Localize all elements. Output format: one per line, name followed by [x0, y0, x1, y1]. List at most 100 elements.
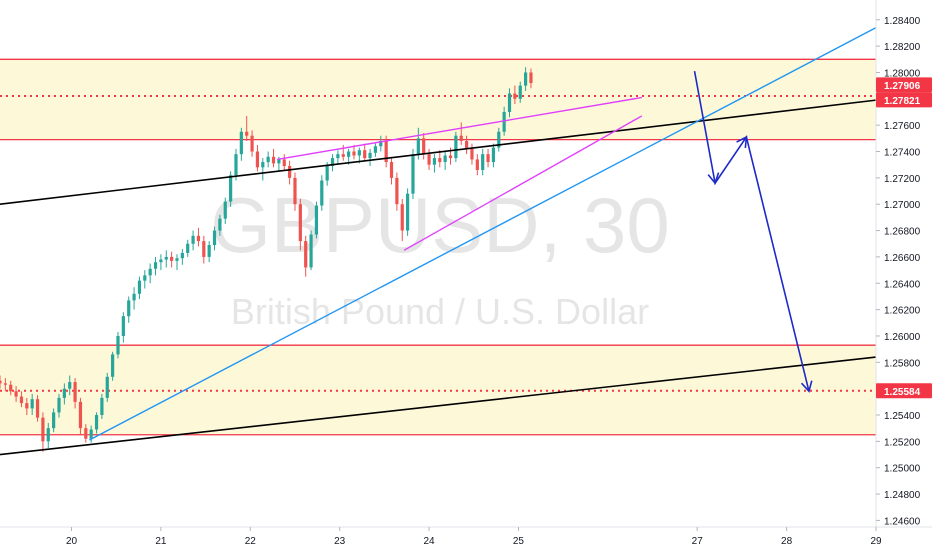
- price-label-box: [876, 383, 932, 399]
- candle-body: [486, 154, 490, 163]
- candle-body: [330, 158, 335, 167]
- price-tick-label: 1.26000: [884, 332, 921, 343]
- candle-body: [73, 382, 77, 402]
- candle-body: [481, 154, 485, 170]
- candle-body: [170, 256, 174, 261]
- candle-body: [454, 135, 458, 159]
- trend-line-1[interactable]: [0, 356, 877, 456]
- watermark-description: British Pound / U.S. Dollar: [231, 291, 649, 332]
- time-tick-label: 27: [692, 536, 704, 547]
- projection-arrowhead: [800, 380, 813, 393]
- trend-line-3[interactable]: [276, 96, 642, 161]
- candle-body: [427, 154, 431, 165]
- price-tick-label: 1.25000: [884, 464, 921, 475]
- candle-body: [411, 154, 415, 194]
- candle-body: [406, 193, 410, 231]
- candle-body: [41, 417, 45, 442]
- candle-body: [153, 262, 158, 269]
- candle-body: [524, 72, 528, 86]
- candle-body: [438, 158, 442, 163]
- candle-body: [68, 382, 72, 389]
- candle-body: [218, 218, 222, 231]
- watermark-symbol: GBPUSD, 30: [210, 181, 670, 269]
- candle-body: [518, 85, 522, 99]
- candle-body: [3, 383, 7, 385]
- time-tick-label: 29: [870, 536, 882, 547]
- candle-body: [35, 399, 40, 418]
- candle-body: [164, 256, 168, 260]
- candle-body: [159, 259, 163, 263]
- candle-body: [325, 166, 329, 181]
- candle-body: [14, 391, 18, 397]
- candle-body: [121, 316, 125, 336]
- candle-body: [529, 72, 533, 84]
- candle-body: [239, 131, 243, 155]
- price-tick-label: 1.24600: [884, 516, 921, 527]
- time-tick-label: 25: [513, 536, 525, 547]
- price-axis[interactable]: 1.28400 1.28200 1.28000 1.27600 1.27400 1.272…: [876, 16, 921, 528]
- time-tick-label: 20: [66, 536, 78, 547]
- candle-body: [293, 177, 297, 205]
- trend-lines[interactable]: [0, 27, 877, 456]
- trend-line-2[interactable]: [89, 27, 877, 441]
- candle-body: [502, 111, 506, 132]
- candle-body: [180, 252, 184, 259]
- price-tick-label: 1.27400: [884, 148, 921, 159]
- projection-path[interactable]: [693, 71, 813, 393]
- projection-arrowhead: [736, 135, 748, 149]
- candle-body: [111, 354, 115, 377]
- candle-body: [288, 166, 292, 178]
- candle-body: [84, 428, 88, 439]
- candle-body: [52, 412, 56, 429]
- price-label: 1.27906: [876, 77, 932, 93]
- candle-body: [416, 138, 420, 155]
- candle-body: [105, 376, 109, 398]
- candle-body: [143, 275, 147, 281]
- candle-body: [229, 175, 233, 202]
- candle-body: [9, 384, 13, 392]
- price-tick-label: 1.27600: [884, 121, 921, 132]
- candle-body: [19, 396, 24, 404]
- candle-body: [465, 140, 469, 149]
- candle-body: [314, 205, 319, 235]
- candle-body: [255, 151, 260, 168]
- price-tick-label: 1.26600: [884, 253, 921, 264]
- candle-body: [347, 151, 351, 157]
- candle-body: [277, 159, 281, 164]
- candle-body: [389, 162, 394, 178]
- candle-body: [245, 131, 249, 136]
- candle-body: [196, 235, 201, 242]
- price-tick-label: 1.26400: [884, 279, 921, 290]
- candle-body: [25, 403, 29, 409]
- candle-body: [207, 245, 211, 257]
- projection-polyline[interactable]: [693, 71, 810, 392]
- trend-line-0[interactable]: [0, 99, 877, 206]
- time-axis[interactable]: 20 21 22 23 24 25 27 28 29: [66, 527, 882, 547]
- time-tick-label: 24: [423, 536, 435, 547]
- candle-body: [443, 155, 447, 163]
- candle-body: [202, 241, 206, 257]
- candle-body: [384, 140, 388, 163]
- candle-body: [400, 204, 404, 231]
- trend-line-4[interactable]: [403, 115, 643, 251]
- candle-body: [309, 234, 313, 268]
- price-tick-label: 1.27000: [884, 200, 921, 211]
- price-tick-label: 1.27200: [884, 174, 921, 185]
- price-zone-0: [0, 59, 876, 140]
- candle-body: [132, 293, 136, 301]
- price-label-box: [876, 92, 932, 108]
- time-tick-label: 23: [334, 536, 346, 547]
- price-tick-label: 1.28400: [884, 16, 921, 27]
- candle-body: [298, 204, 302, 242]
- candle-body: [373, 146, 378, 153]
- candle-body: [94, 415, 99, 430]
- price-tick-label: 1.26200: [884, 306, 921, 317]
- candle-body: [271, 156, 276, 164]
- projection-arrowhead: [707, 172, 720, 185]
- candle-body: [357, 150, 361, 156]
- candle-body: [100, 397, 104, 416]
- time-tick-label: 28: [781, 536, 793, 547]
- candle-body: [363, 150, 367, 159]
- candle-body: [127, 300, 131, 317]
